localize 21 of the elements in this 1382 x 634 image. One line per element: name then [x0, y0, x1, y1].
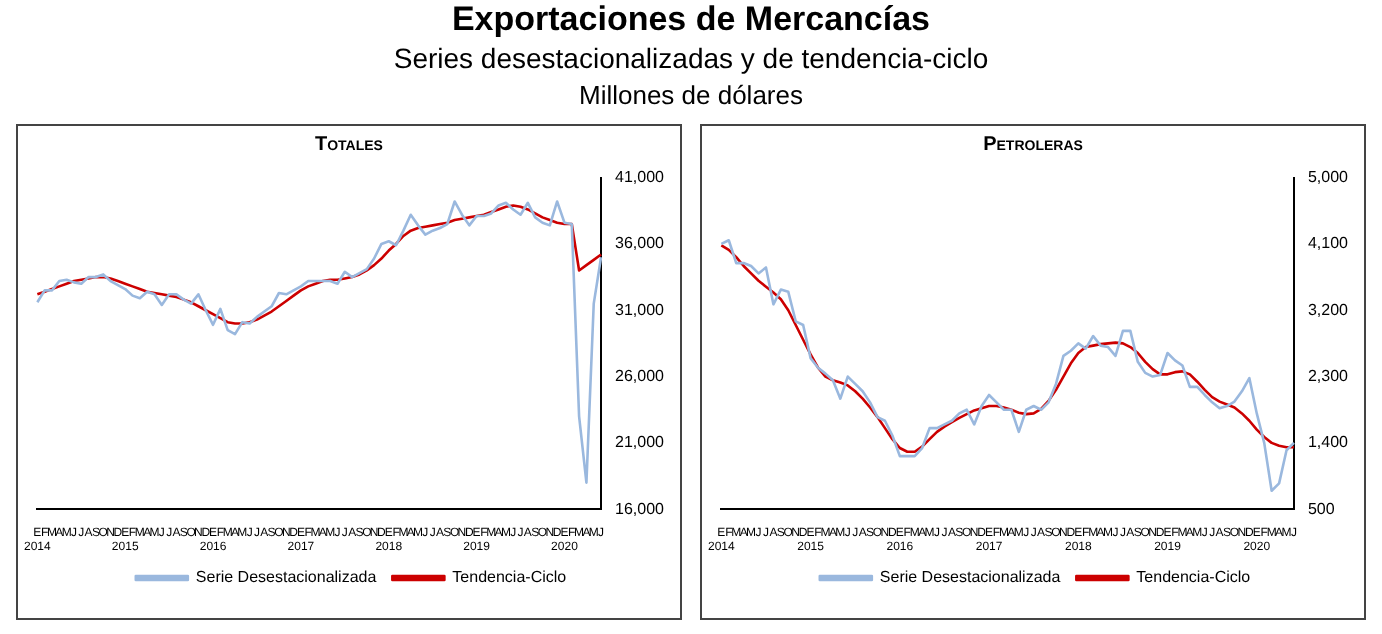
legend-label: Serie Desestacionalizada [195, 568, 378, 587]
chart-title: Petroleras [981, 132, 1085, 160]
y-tick-label: 16,000 [615, 499, 666, 518]
y-tick-label: 1,400 [1307, 433, 1350, 452]
y-tick-label: 31,000 [615, 300, 666, 319]
y-tick-label: 21,000 [615, 433, 666, 452]
chart-title: Totales [313, 132, 385, 160]
text: Millones de dólares [576, 78, 805, 114]
y-tick-label: 4,100 [1307, 234, 1350, 253]
legend-label: Tendencia-Ciclo [452, 568, 568, 587]
text: Series desestacionalizadas y de tendencia-ciclo [391, 40, 991, 78]
y-tick-label: 41,000 [615, 168, 666, 187]
y-tick-label: 26,000 [615, 366, 666, 385]
y-tick-label: 2,300 [1307, 366, 1350, 385]
legend-label: Serie Desestacionalizada [879, 568, 1062, 587]
y-tick-label: 500 [1307, 499, 1336, 518]
y-tick-label: 5,000 [1307, 168, 1350, 187]
y-tick-label: 3,200 [1307, 300, 1350, 319]
legend-label: Tendencia-Ciclo [1136, 568, 1252, 587]
y-tick-label: 36,000 [615, 234, 666, 253]
text: Exportaciones de Mercancías [449, 0, 933, 40]
